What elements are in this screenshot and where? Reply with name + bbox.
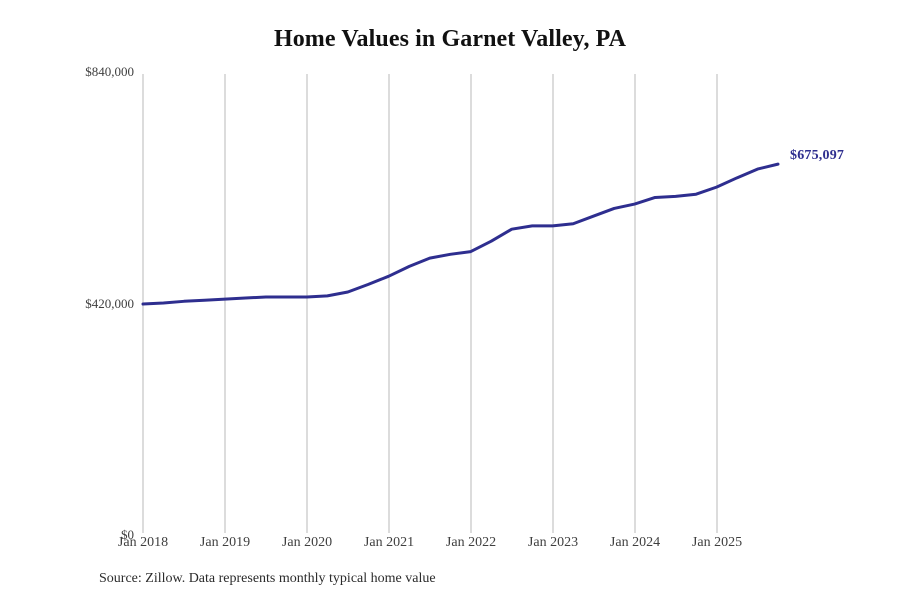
home-value-line (141, 162, 780, 306)
y-tick-label-0: $0 (121, 527, 134, 542)
x-tick-label-jan-2022: Jan 2022 (445, 535, 497, 550)
gridlines-group (142, 74, 718, 533)
x-tick-label-jan-2024: Jan 2024 (609, 535, 661, 550)
source-note: Source: Zillow. Data represents monthly … (99, 571, 436, 586)
y-tick-label-840000: $840,000 (85, 64, 134, 79)
x-tick-label-jan-2023: Jan 2023 (527, 535, 579, 550)
x-tick-label-jan-2019: Jan 2019 (199, 535, 251, 550)
x-tick-label-jan-2025: Jan 2025 (691, 535, 743, 550)
y-tick-label-420000: $420,000 (85, 296, 134, 311)
end-value-annotation: $675,097 (790, 148, 845, 163)
x-tick-label-jan-2018: Jan 2018 (117, 535, 169, 550)
x-tick-label-jan-2020: Jan 2020 (281, 535, 333, 550)
x-tick-label-jan-2021: Jan 2021 (363, 535, 415, 550)
plot-area (141, 74, 780, 533)
data-line-group (141, 162, 780, 306)
chart-title: Home Values in Garnet Valley, PA (273, 26, 627, 52)
